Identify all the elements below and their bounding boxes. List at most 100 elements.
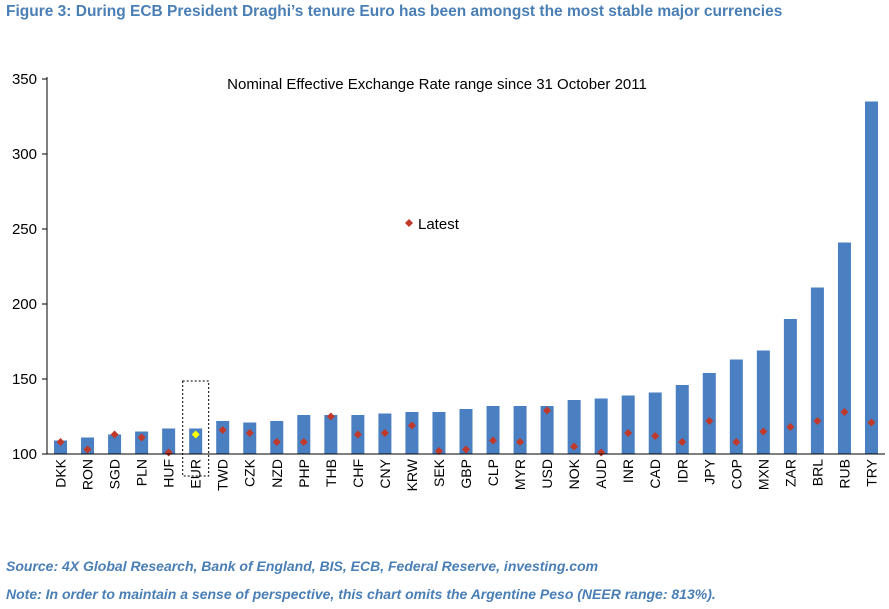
- latest-marker: [624, 429, 633, 437]
- latest-marker: [516, 438, 525, 446]
- latest-marker: [434, 447, 443, 455]
- x-tick-label: SGD: [107, 459, 123, 489]
- latest-marker: [110, 430, 119, 439]
- latest-marker: [245, 429, 254, 437]
- latest-marker: [867, 418, 876, 427]
- bar-chart: Nominal Effective Exchange Rate range si…: [12, 71, 885, 491]
- x-tick-label: GBP: [458, 459, 474, 489]
- latest-marker: [543, 406, 552, 415]
- latest-marker: [56, 438, 65, 446]
- y-tick-label: 150: [12, 371, 37, 388]
- bar: [459, 409, 473, 454]
- bar: [432, 412, 446, 454]
- latest-marker: [705, 417, 714, 425]
- x-tick-label: EUR: [188, 459, 204, 489]
- bar: [648, 392, 662, 454]
- bar: [702, 373, 716, 454]
- latest-marker: [759, 427, 768, 436]
- latest-marker: [218, 426, 227, 434]
- bar: [162, 428, 176, 454]
- x-tick-label: CHF: [350, 459, 366, 488]
- latest-marker: [407, 421, 416, 430]
- eur-highlight-box: [182, 380, 210, 477]
- latest-marker: [813, 417, 822, 425]
- bar: [864, 101, 878, 454]
- bars: [54, 101, 878, 454]
- bar: [324, 415, 338, 454]
- bar: [486, 406, 500, 454]
- note-text: Note: In order to maintain a sense of pe…: [6, 586, 716, 602]
- chart-title: Nominal Effective Exchange Rate range si…: [227, 76, 647, 93]
- bar: [243, 422, 257, 454]
- source-text: Source: 4X Global Research, Bank of Engl…: [6, 558, 599, 574]
- bar: [513, 406, 527, 454]
- legend-latest-marker: [405, 219, 413, 227]
- latest-marker: [489, 436, 498, 445]
- x-tick-label: MYR: [512, 459, 528, 490]
- latest-marker: [570, 442, 579, 451]
- x-tick-label: RUB: [836, 459, 852, 489]
- x-tick-label: CLP: [485, 459, 501, 486]
- bar: [270, 421, 284, 454]
- legend-latest-label: Latest: [418, 216, 460, 233]
- x-tick-label: AUD: [593, 459, 609, 489]
- x-tick-label: DKK: [53, 458, 69, 487]
- x-tick-label: TRY: [863, 458, 879, 486]
- latest-marker: [678, 438, 687, 446]
- bar: [216, 421, 230, 454]
- legend: Latest: [405, 216, 460, 233]
- latest-marker: [786, 423, 795, 431]
- x-tick-label: MXN: [755, 459, 771, 490]
- x-tick-label: NOK: [566, 458, 582, 489]
- bar: [540, 406, 554, 454]
- x-tick-label: KRW: [404, 458, 420, 491]
- latest-markers: [56, 406, 876, 457]
- x-tick-label: ZAR: [782, 459, 798, 487]
- x-tick-label: NZD: [269, 459, 285, 488]
- bar: [54, 440, 68, 454]
- x-tick-label: THB: [323, 459, 339, 487]
- bar: [729, 359, 743, 454]
- x-tick-label: USD: [539, 459, 555, 489]
- y-tick-label: 300: [12, 146, 37, 163]
- latest-marker: [462, 445, 470, 454]
- x-tick-label: CNY: [377, 458, 393, 488]
- latest-marker: [380, 429, 389, 437]
- x-tick-label: COP: [728, 459, 744, 489]
- bar: [108, 434, 122, 454]
- x-tick-label: RON: [80, 459, 96, 490]
- latest-marker: [83, 445, 92, 454]
- bar: [567, 400, 581, 454]
- latest-marker: [732, 438, 741, 446]
- x-tick-label: SEK: [431, 458, 447, 487]
- latest-marker: [326, 412, 335, 421]
- x-tick-label: BRL: [809, 459, 825, 486]
- eur-latest-marker: [191, 430, 200, 439]
- y-tick-label: 100: [12, 446, 37, 463]
- latest-marker: [299, 438, 308, 446]
- bar: [783, 319, 797, 454]
- y-tick-label: 200: [12, 296, 37, 313]
- bar: [594, 398, 608, 454]
- bar: [405, 412, 419, 454]
- x-tick-label: PHP: [296, 459, 312, 488]
- latest-marker: [137, 433, 146, 442]
- latest-marker: [651, 432, 660, 440]
- x-tick-label: INR: [620, 459, 636, 483]
- latest-marker: [840, 408, 849, 416]
- y-axis: 100 150 200 250 300 350: [12, 71, 48, 463]
- x-tick-label: CAD: [647, 459, 663, 489]
- x-axis: DKK RON SGD PLN HUF EUR TWD CZK NZD PHP THB CHF CNY K…: [47, 380, 885, 491]
- bar: [810, 287, 824, 454]
- figure-title: Figure 3: During ECB President Draghi’s …: [6, 3, 783, 20]
- x-tick-label: IDR: [674, 459, 690, 483]
- y-tick-label: 250: [12, 221, 37, 238]
- x-tick-label: HUF: [161, 459, 177, 488]
- bar: [756, 350, 770, 454]
- x-tick-label: PLN: [134, 459, 150, 486]
- y-tick-label: 350: [12, 71, 37, 88]
- bar: [837, 242, 851, 454]
- x-tick-label: JPY: [701, 458, 717, 484]
- latest-marker: [353, 430, 362, 439]
- x-tick-label: CZK: [242, 458, 258, 487]
